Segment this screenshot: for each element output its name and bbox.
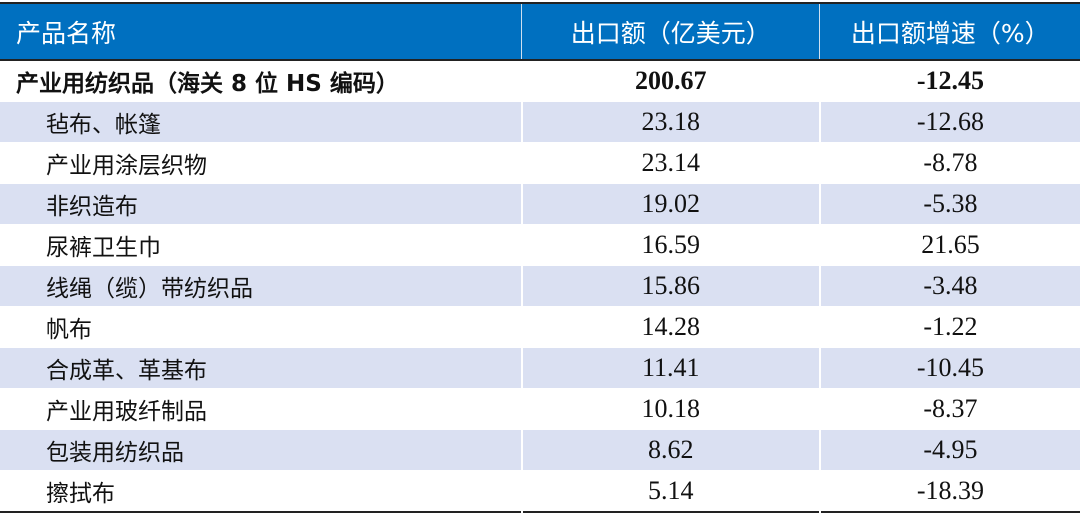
header-row: 产品名称 出口额（亿美元） 出口额增速（%）: [0, 3, 1080, 61]
export-growth: -4.95: [818, 429, 1080, 471]
product-name: 合成革、革基布: [0, 347, 522, 389]
export-value: 11.41: [520, 347, 820, 389]
table-row: 合成革、革基布 11.41 -10.45: [0, 347, 1080, 389]
header-export-value: 出口额（亿美元）: [520, 3, 820, 61]
product-name: 帆布: [0, 306, 522, 348]
product-name: 产业用纺织品（海关 8 位 HS 编码）: [16, 71, 399, 97]
table-row: 线绳（缆）带纺织品 15.86 -3.48: [0, 265, 1080, 307]
product-name: 非织造布: [0, 183, 522, 225]
product-name: 产业用玻纤制品: [0, 388, 522, 430]
table-row: 帆布 14.28 -1.22: [0, 306, 1080, 348]
product-name: 尿裤卫生巾: [0, 224, 522, 266]
export-growth: -5.38: [818, 183, 1080, 225]
product-name: 毡布、帐篷: [0, 101, 522, 143]
export-growth: -3.48: [818, 265, 1080, 307]
table-row: 产业用玻纤制品 10.18 -8.37: [0, 388, 1080, 430]
table-row: 毡布、帐篷 23.18 -12.68: [0, 101, 1080, 143]
export-value: 5.14: [520, 470, 820, 512]
export-value: 23.14: [520, 142, 820, 184]
table-row: 非织造布 19.02 -5.38: [0, 183, 1080, 225]
total-row: 产业用纺织品（海关 8 位 HS 编码） 200.67 -12.45: [0, 60, 1080, 102]
export-value: 19.02: [520, 183, 820, 225]
product-name: 线绳（缆）带纺织品: [0, 265, 522, 307]
table-row: 产业用涂层织物 23.14 -8.78: [0, 142, 1080, 184]
table-row: 包装用纺织品 8.62 -4.95: [0, 429, 1080, 471]
product-name: 包装用纺织品: [0, 429, 522, 471]
export-value: 14.28: [520, 306, 820, 348]
export-growth: -1.22: [818, 306, 1080, 348]
export-value: 23.18: [520, 101, 820, 143]
export-growth: -12.68: [818, 101, 1080, 143]
product-name: 擦拭布: [0, 470, 522, 512]
export-growth: -10.45: [818, 347, 1080, 389]
product-name: 产业用涂层织物: [0, 142, 522, 184]
header-export-growth: 出口额增速（%）: [819, 3, 1080, 61]
header-product-name: 产品名称: [0, 3, 522, 61]
export-growth: -8.78: [818, 142, 1080, 184]
export-value: 15.86: [520, 265, 820, 307]
export-value: 8.62: [520, 429, 820, 471]
export-growth: 21.65: [818, 224, 1080, 266]
export-growth: -18.39: [818, 470, 1080, 512]
table-row: 擦拭布 5.14 -18.39: [0, 470, 1080, 512]
export-growth: -12.45: [818, 60, 1080, 102]
table-row: 尿裤卫生巾 16.59 21.65: [0, 224, 1080, 266]
export-value: 200.67: [520, 60, 820, 102]
export-growth: -8.37: [818, 388, 1080, 430]
export-value: 10.18: [520, 388, 820, 430]
export-value: 16.59: [520, 224, 820, 266]
